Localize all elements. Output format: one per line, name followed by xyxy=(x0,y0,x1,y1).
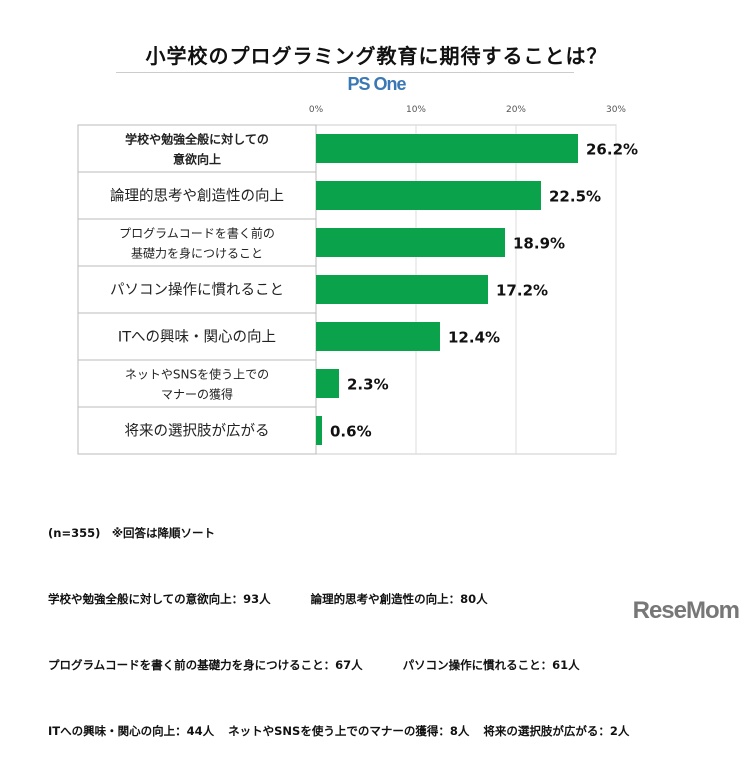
category-label: 基礎力を身につけること xyxy=(131,246,263,261)
data-label: 12.4% xyxy=(448,329,500,347)
bar xyxy=(316,134,578,163)
data-label: 17.2% xyxy=(496,282,548,300)
bar xyxy=(316,228,505,257)
category-label: 学校や勉強全般に対しての xyxy=(125,132,269,147)
sample-note: (n=355) ※回答は降順ソート xyxy=(48,526,216,540)
data-label: 22.5% xyxy=(549,188,601,206)
data-label: 0.6% xyxy=(330,423,372,441)
category-label: ITへの興味・関心の向上 xyxy=(118,329,276,346)
note-item: 学校や勉強全般に対しての意欲向上：93人 xyxy=(48,592,271,606)
category-label: 意欲向上 xyxy=(173,152,221,167)
category-label: パソコン操作に慣れること xyxy=(110,281,284,299)
note-line: 学校や勉強全般に対しての意欲向上：93人 論理的思考や創造性の向上：80人 xyxy=(48,588,669,610)
note-item: ITへの興味・関心の向上：44人 xyxy=(48,724,215,738)
resemom-logo: ReseMom xyxy=(632,597,740,624)
bar xyxy=(316,369,339,398)
category-label: ネットやSNSを使う上での xyxy=(125,367,269,382)
category-label: 論理的思考や創造性の向上 xyxy=(110,188,284,205)
category-cell xyxy=(77,218,317,267)
tick-label: 20% xyxy=(506,105,526,115)
note-item: ネットやSNSを使う上でのマナーの獲得：8人 xyxy=(228,724,470,738)
bar-chart: 0% 10% 20% 30% 学校や勉強全般に対しての意欲向上 26.2% 論理的思考や創造… xyxy=(77,105,638,455)
note-item: プログラムコードを書く前の基礎力を身につけること：67人 xyxy=(48,658,363,672)
bar xyxy=(316,416,322,445)
category-cell xyxy=(77,312,317,361)
note-item: 将来の選択肢が広がる：2人 xyxy=(483,724,630,738)
note-item: パソコン操作に慣れること：61人 xyxy=(402,658,580,672)
note-line: プログラムコードを書く前の基礎力を身につけること：67人 パソコン操作に慣れること… xyxy=(48,654,669,676)
notes: (n=355) ※回答は降順ソート 学校や勉強全般に対しての意欲向上：93人 論理… xyxy=(48,478,669,764)
category-label: プログラムコードを書く前の xyxy=(119,226,275,241)
note-item: 論理的思考や創造性の向上：80人 xyxy=(310,592,488,606)
tick-label: 10% xyxy=(406,105,426,115)
data-label: 18.9% xyxy=(513,235,565,253)
chart-title: 小学校のプログラミング教育に期待することは？ xyxy=(145,44,608,68)
tick-label: 30% xyxy=(606,105,626,115)
title-divider xyxy=(116,72,574,73)
bar xyxy=(316,181,541,210)
category-cell xyxy=(77,406,317,455)
category-cell xyxy=(77,359,317,408)
data-label: 26.2% xyxy=(586,141,638,159)
category-cell xyxy=(77,265,317,314)
category-label: マナーの獲得 xyxy=(161,387,233,402)
data-label: 2.3% xyxy=(347,376,389,394)
bar xyxy=(316,322,440,351)
tick-label: 0% xyxy=(309,105,324,115)
note-line: ITへの興味・関心の向上：44人 ネットやSNSを使う上でのマナーの獲得：8人 将来… xyxy=(48,720,669,742)
brand-logo: PS One xyxy=(347,74,406,94)
bar xyxy=(316,275,488,304)
category-label: 将来の選択肢が広がる xyxy=(125,423,270,440)
